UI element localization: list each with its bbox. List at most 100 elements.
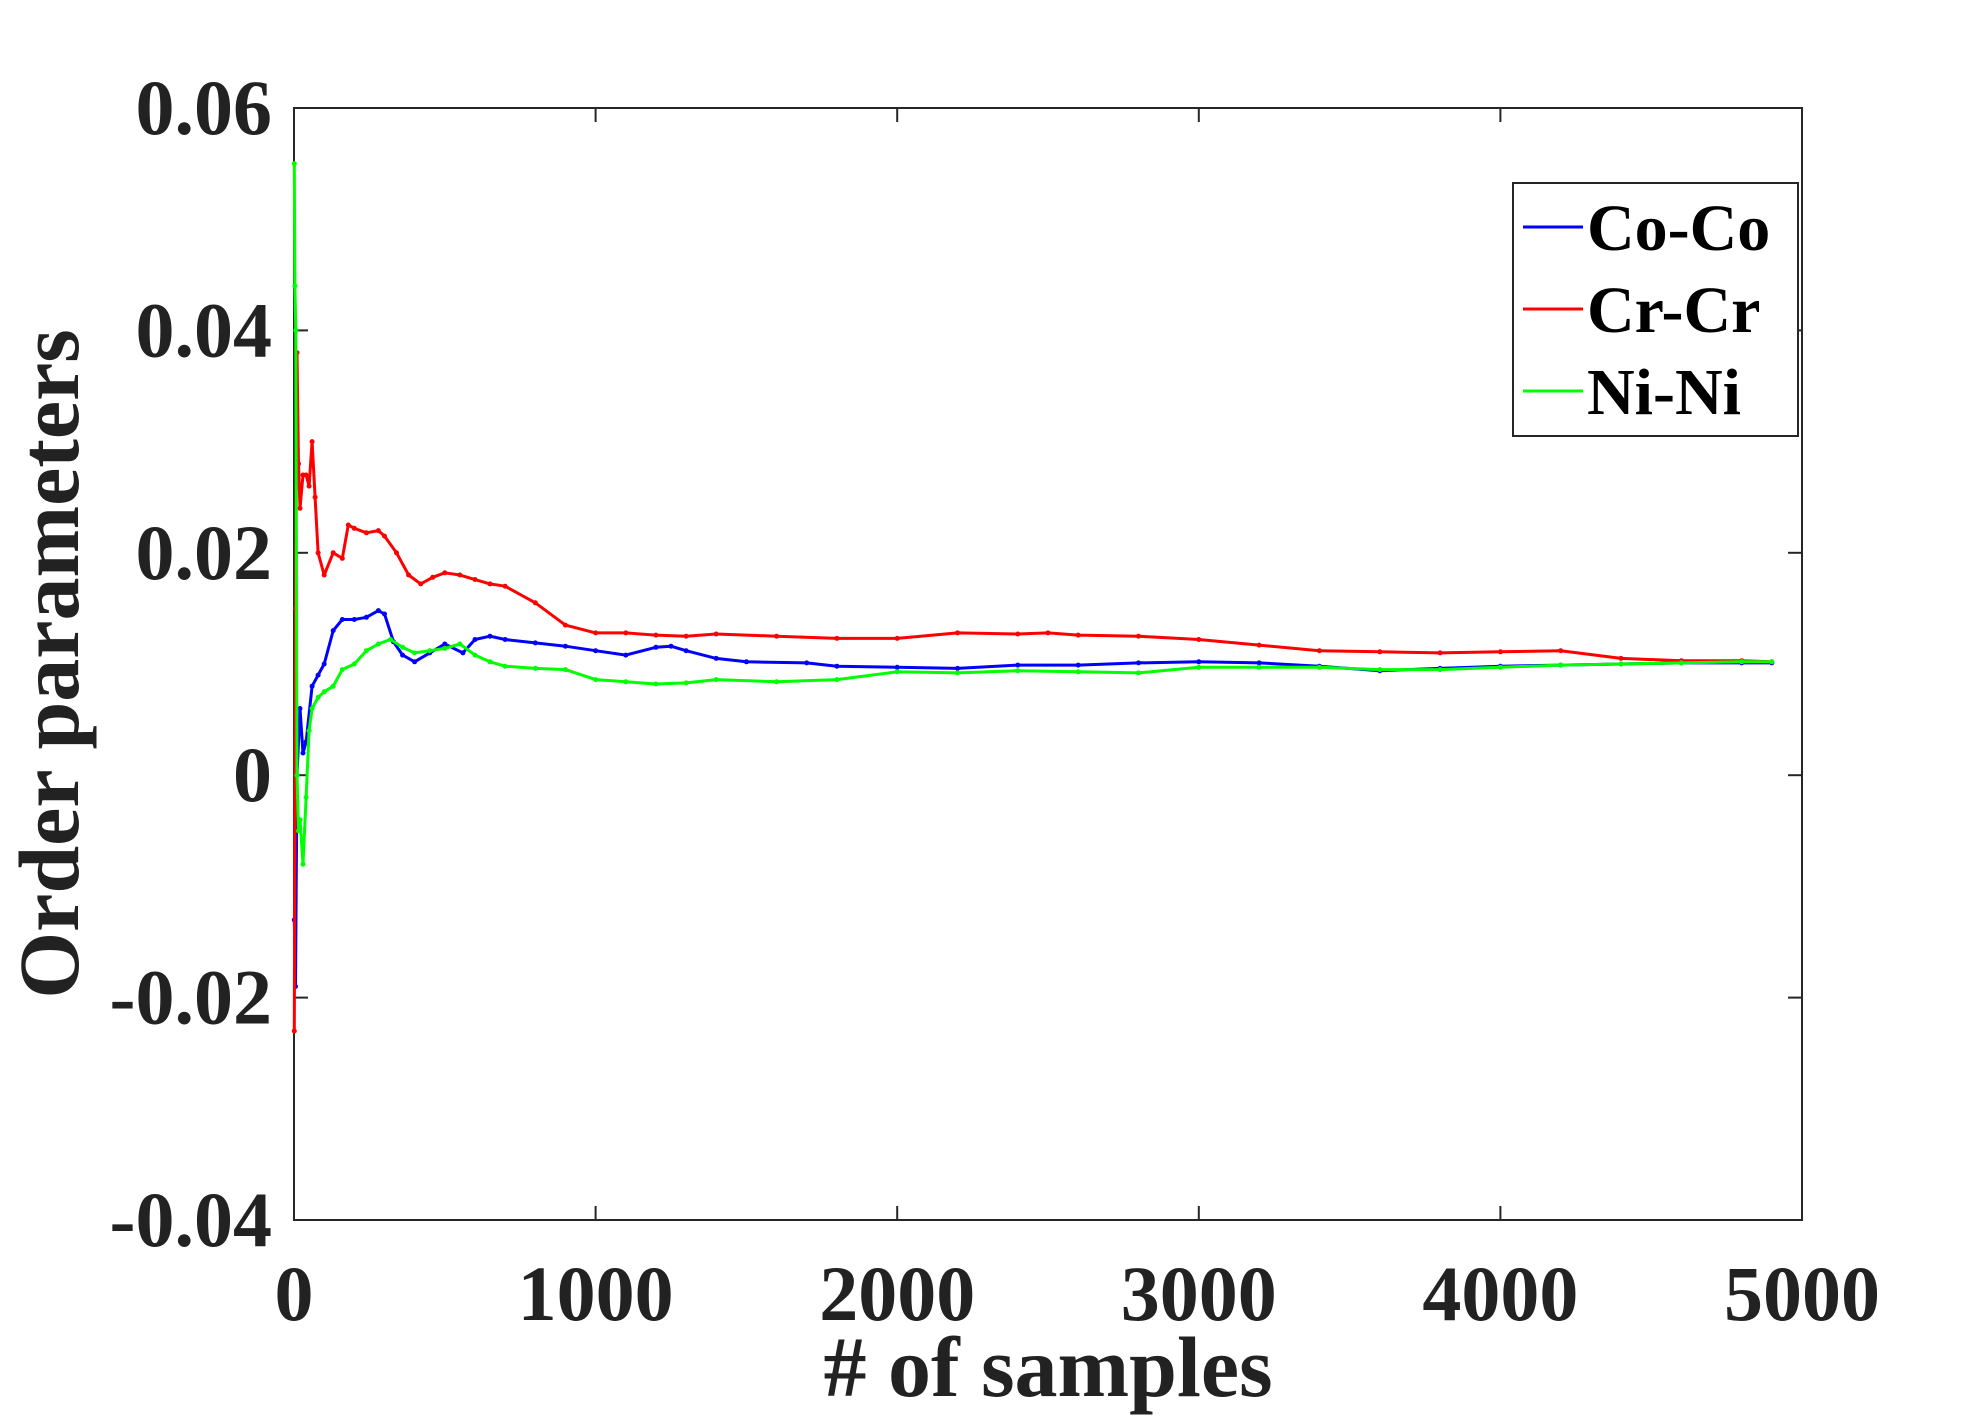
data-point-ni-ni: [300, 861, 306, 867]
data-point-cr-cr: [1618, 655, 1624, 661]
data-point-cr-cr: [457, 572, 463, 578]
data-point-cr-cr: [1136, 633, 1141, 639]
data-point-cr-cr: [1196, 637, 1202, 642]
data-point-cr-cr: [532, 600, 538, 606]
data-point-cr-cr: [418, 581, 424, 587]
data-point-ni-ni: [306, 728, 312, 734]
data-point-ni-ni: [388, 637, 393, 642]
data-point-ni-ni: [1739, 659, 1745, 665]
data-point-cr-cr: [1497, 649, 1503, 655]
data-point-cr-cr: [1045, 630, 1051, 636]
data-point-cr-cr: [894, 635, 900, 641]
legend-label-co-co: Co-Co: [1587, 192, 1770, 265]
data-point-co-co: [1075, 662, 1081, 668]
data-point-ni-ni: [1618, 661, 1624, 667]
data-point-ni-ni: [442, 645, 448, 651]
data-point-cr-cr: [375, 528, 381, 534]
data-point-co-co: [683, 648, 689, 654]
data-point-ni-ni: [297, 817, 303, 823]
data-point-ni-ni: [472, 652, 478, 658]
data-point-co-co: [532, 640, 538, 646]
data-point-ni-ni: [291, 161, 297, 167]
data-point-co-co: [623, 652, 629, 658]
data-point-ni-ni: [303, 794, 309, 800]
x-tick-label: 5000: [1724, 1250, 1880, 1337]
data-point-ni-ni: [1316, 664, 1322, 670]
data-point-co-co: [593, 648, 599, 654]
data-point-ni-ni: [351, 661, 357, 667]
data-point-ni-ni: [1678, 660, 1684, 666]
data-point-ni-ni: [294, 772, 300, 778]
data-point-cr-cr: [297, 505, 303, 511]
data-point-ni-ni: [653, 681, 659, 687]
data-point-ni-ni: [1196, 664, 1202, 670]
data-point-ni-ni: [375, 641, 381, 647]
data-point-ni-ni: [683, 680, 689, 686]
data-point-cr-cr: [683, 633, 689, 639]
data-point-ni-ni: [400, 644, 406, 650]
data-point-cr-cr: [382, 533, 387, 539]
data-point-ni-ni: [457, 641, 463, 647]
legend-entry-co-co: Co-Co: [1523, 192, 1770, 265]
data-point-co-co: [400, 652, 406, 658]
data-point-ni-ni: [330, 683, 336, 689]
data-point-cr-cr: [303, 472, 309, 478]
data-point-cr-cr: [442, 570, 448, 576]
data-point-co-co: [1136, 660, 1141, 666]
data-point-cr-cr: [1316, 648, 1322, 654]
data-point-cr-cr: [713, 631, 719, 637]
data-point-ni-ni: [1136, 670, 1141, 676]
data-point-cr-cr: [1075, 632, 1081, 638]
y-axis-title: Order parameters: [1, 329, 97, 998]
legend-label-cr-cr: Cr-Cr: [1587, 274, 1760, 347]
data-point-cr-cr: [363, 530, 369, 536]
data-point-cr-cr: [774, 633, 780, 639]
data-point-ni-ni: [412, 650, 418, 656]
data-point-cr-cr: [653, 632, 659, 638]
data-point-cr-cr: [593, 630, 599, 636]
data-point-cr-cr: [623, 630, 629, 636]
data-point-co-co: [834, 663, 840, 669]
data-point-ni-ni: [1437, 667, 1443, 673]
legend: Co-Co Cr-Cr Ni-Ni: [1512, 182, 1799, 437]
data-point-co-co: [668, 643, 674, 649]
data-point-cr-cr: [955, 630, 960, 636]
series-layer: [291, 161, 1775, 1034]
data-point-cr-cr: [487, 581, 493, 587]
data-point-co-co: [339, 617, 345, 622]
x-tick-label: 2000: [819, 1250, 975, 1337]
data-point-ni-ni: [532, 665, 538, 671]
y-tick-label: 0: [233, 731, 272, 818]
data-point-co-co: [472, 637, 478, 642]
data-point-co-co: [562, 643, 568, 649]
x-tick-label: 1000: [518, 1250, 674, 1337]
y-tick-label: 0.06: [136, 64, 273, 151]
data-point-ni-ni: [834, 677, 840, 683]
data-point-cr-cr: [312, 494, 318, 500]
data-point-ni-ni: [487, 659, 493, 665]
y-tick-label: -0.04: [110, 1176, 272, 1263]
data-point-co-co: [330, 628, 336, 634]
data-point-co-co: [1196, 659, 1202, 665]
data-point-co-co: [713, 655, 719, 661]
data-point-ni-ni: [292, 283, 298, 289]
data-point-ni-ni: [502, 663, 508, 669]
data-point-ni-ni: [1015, 668, 1021, 674]
data-point-co-co: [502, 637, 508, 642]
data-point-co-co: [1015, 662, 1021, 668]
data-point-ni-ni: [593, 677, 599, 683]
data-point-co-co: [375, 608, 381, 614]
x-tick-label: 3000: [1121, 1250, 1277, 1337]
data-point-ni-ni: [321, 689, 327, 695]
data-point-ni-ni: [339, 667, 345, 673]
data-point-cr-cr: [562, 622, 568, 628]
data-point-co-co: [321, 661, 327, 667]
data-point-cr-cr: [394, 550, 399, 556]
y-tick-label: 0.04: [136, 286, 273, 373]
legend-entry-ni-ni: Ni-Ni: [1523, 356, 1741, 429]
data-point-cr-cr: [315, 550, 321, 556]
data-point-cr-cr: [345, 522, 351, 528]
data-point-cr-cr: [309, 439, 315, 445]
data-point-ni-ni: [315, 694, 321, 700]
